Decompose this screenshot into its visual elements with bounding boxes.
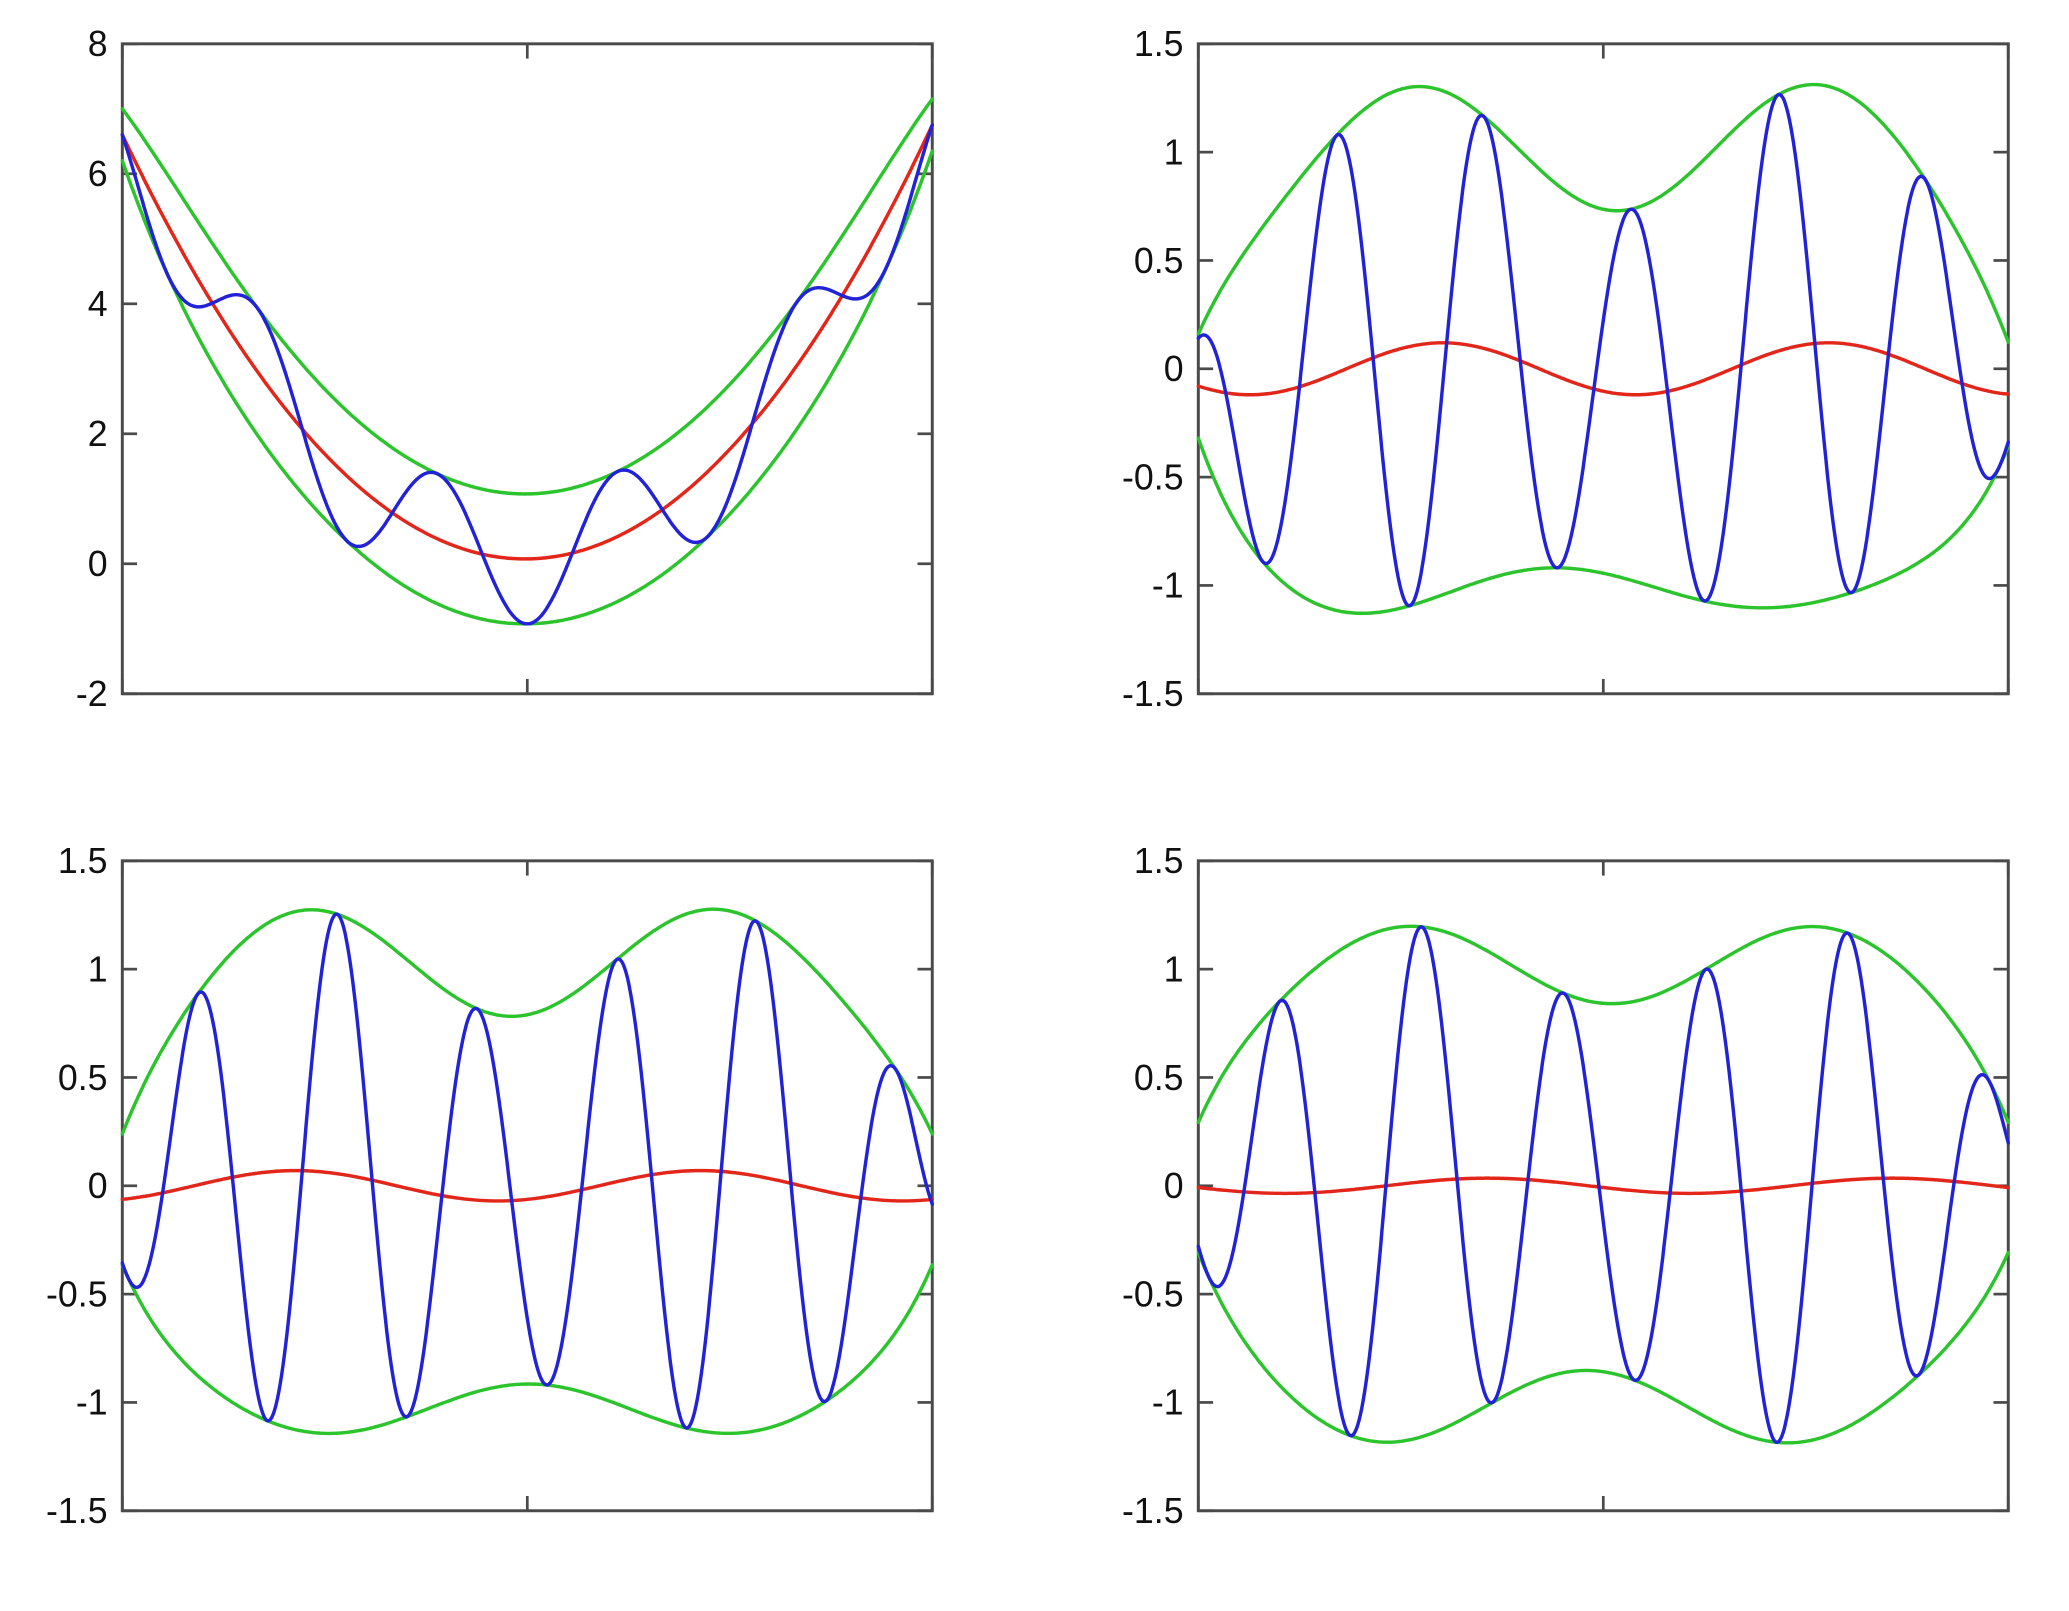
y-tick-label: -0.5	[1122, 1274, 1184, 1314]
mean-line	[120, 123, 934, 561]
mean-line	[1196, 341, 2010, 397]
y-tick-label: -1.5	[46, 1491, 108, 1531]
chart-bottom-left: 1.5 1 0.5 0 -0.5 -1 -1.5	[14, 835, 950, 1542]
y-tick-label: -1	[1151, 1382, 1183, 1422]
lower-envelope-line	[120, 149, 934, 626]
y-tick-label: 0	[88, 544, 108, 584]
plot-bottom-left: 1.5 1 0.5 0 -0.5 -1 -1.5	[46, 841, 934, 1531]
chart-top-right: 1.5 1 0.5 0 -0.5 -1 -1.5	[1090, 18, 2026, 725]
y-tick-label: 0	[1163, 1166, 1183, 1206]
chart-top-left: 8 6 4 2 0 -2	[14, 18, 950, 725]
signal-line	[120, 123, 934, 626]
y-tick-label: 4	[88, 284, 108, 324]
y-tick-label: 1.5	[1133, 841, 1183, 881]
y-tick-label: -0.5	[46, 1274, 108, 1314]
y-tick-label: -1	[76, 1382, 108, 1422]
upper-envelope-line	[1196, 924, 2010, 1124]
axis-box	[120, 42, 934, 696]
y-tick-label: 8	[88, 24, 108, 64]
mean-line	[1196, 1175, 2010, 1195]
y-tick-label: 1.5	[1133, 24, 1183, 64]
y-tick-label: -1.5	[1122, 1491, 1184, 1531]
y-tick-label: -0.5	[1122, 457, 1184, 497]
plot-bottom-right: 1.5 1 0.5 0 -0.5 -1 -1.5	[1122, 841, 2010, 1531]
signal-line	[1196, 92, 2010, 608]
upper-envelope-line	[120, 906, 934, 1136]
lower-envelope-line	[1196, 1250, 2010, 1445]
chart-bottom-right: 1.5 1 0.5 0 -0.5 -1 -1.5	[1090, 835, 2026, 1542]
plot-top-right: 1.5 1 0.5 0 -0.5 -1 -1.5	[1122, 24, 2010, 714]
y-tick-label: 0.5	[58, 1057, 108, 1097]
y-tick-label: -1	[1151, 566, 1183, 606]
axis-box	[120, 858, 934, 1512]
y-tick-label: 2	[88, 414, 108, 454]
lower-envelope-line	[1196, 436, 2010, 615]
y-tick-label: 1	[1163, 949, 1183, 989]
signal-line	[1196, 924, 2010, 1444]
y-tick-label: 0.5	[1133, 241, 1183, 281]
y-tick-label: 0	[88, 1166, 108, 1206]
mean-line	[120, 1168, 934, 1203]
y-tick-label: 0	[1163, 349, 1183, 389]
lower-envelope-line	[120, 1262, 934, 1435]
y-tick-label: -2	[76, 674, 108, 714]
y-tick-label: 1	[88, 949, 108, 989]
y-tick-label: 6	[88, 154, 108, 194]
y-tick-label: 1	[1163, 132, 1183, 172]
y-tick-label: 1.5	[58, 841, 108, 881]
plot-top-left: 8 6 4 2 0 -2	[76, 24, 934, 714]
y-tick-label: -1.5	[1122, 674, 1184, 714]
signal-line	[120, 911, 934, 1430]
y-tick-label: 0.5	[1133, 1057, 1183, 1097]
